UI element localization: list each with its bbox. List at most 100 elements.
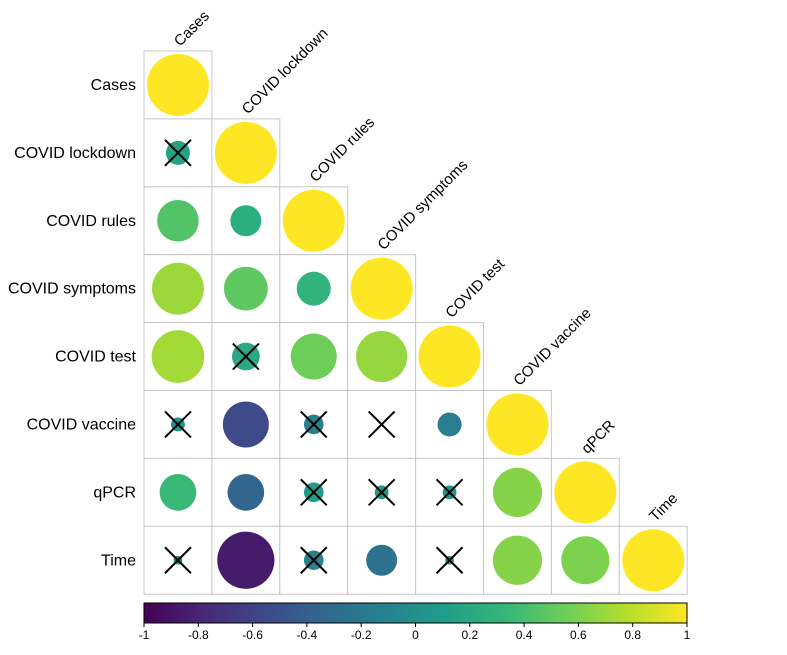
correlation-circle xyxy=(290,333,337,380)
colorbar-tick-label: 0 xyxy=(412,628,419,642)
cell-covid-rules-cases xyxy=(143,186,213,256)
cell-covid-test-covid-symptoms xyxy=(347,322,417,392)
row-label-cases: Cases xyxy=(91,77,136,94)
not-significant-cross-icon xyxy=(164,546,192,574)
cell-covid-test-covid-rules xyxy=(279,322,349,392)
colorbar-tick-label: -0.8 xyxy=(188,628,209,642)
correlation-circle xyxy=(418,325,481,388)
cell-qpcr-cases xyxy=(143,457,213,527)
correlation-circle xyxy=(350,257,413,320)
cell-covid-test-covid-test xyxy=(415,322,485,392)
colorbar-tick-label: -1 xyxy=(139,628,150,642)
cell-covid-symptoms-covid-symptoms xyxy=(347,254,417,324)
cell-covid-test-covid-lockdown xyxy=(211,322,281,392)
correlation-circle xyxy=(217,531,275,589)
not-significant-cross-icon xyxy=(300,410,328,439)
correlation-circle xyxy=(492,535,543,585)
correlation-circle xyxy=(222,401,269,448)
colorbar-tick-label: 0.4 xyxy=(516,628,533,642)
cell-time-time xyxy=(618,525,688,595)
colorbar: -1 -0.8 -0.6 -0.4 -0.2 0 0.2 0.4 0.6 0.8 1 xyxy=(139,602,691,642)
column-label-covid-lockdown: COVID lockdown xyxy=(239,25,332,118)
column-label-covid-symptoms: COVID symptoms xyxy=(374,157,471,254)
cell-covid-vaccine-covid-symptoms xyxy=(347,390,417,459)
column-label-covid-vaccine: COVID vaccine xyxy=(510,305,595,390)
cell-time-covid-symptoms xyxy=(347,525,417,595)
column-label-time: Time xyxy=(646,490,681,525)
correlation-circle xyxy=(622,529,685,592)
column-label-qpcr: qPCR xyxy=(578,417,618,457)
not-significant-cross-icon xyxy=(367,478,396,507)
cell-cases-cases xyxy=(143,50,213,120)
colorbar-tick-label: 0.8 xyxy=(624,628,641,642)
cell-covid-vaccine-covid-rules xyxy=(279,390,349,459)
not-significant-cross-icon xyxy=(164,410,192,439)
row-labels: Cases COVID lockdown COVID rules COVID symp… xyxy=(8,77,137,569)
colorbar-tick-label: 0.2 xyxy=(461,628,478,642)
not-significant-cross-icon xyxy=(435,478,464,507)
not-significant-cross-icon xyxy=(435,546,464,574)
cell-qpcr-covid-symptoms xyxy=(347,457,417,527)
cell-covid-symptoms-cases xyxy=(143,254,213,324)
cell-qpcr-covid-test xyxy=(415,457,485,527)
not-significant-cross-icon xyxy=(367,410,396,439)
cell-qpcr-qpcr xyxy=(550,457,620,527)
correlation-circle xyxy=(492,467,543,517)
column-label-covid-rules: COVID rules xyxy=(307,114,379,186)
row-label-covid-vaccine: COVID vaccine xyxy=(27,416,136,433)
colorbar-tick-label: -0.4 xyxy=(297,628,318,642)
cell-covid-lockdown-covid-lockdown xyxy=(211,118,281,188)
correlation-circle xyxy=(561,536,610,585)
colorbar-tick-label: 0.6 xyxy=(570,628,587,642)
cell-time-cases xyxy=(143,525,213,595)
not-significant-cross-icon xyxy=(300,546,328,574)
correlation-circle xyxy=(486,393,549,456)
cell-qpcr-covid-vaccine xyxy=(483,457,552,527)
cell-covid-lockdown-cases xyxy=(143,118,213,188)
cell-covid-rules-covid-rules xyxy=(279,186,349,256)
cell-covid-vaccine-covid-lockdown xyxy=(211,390,281,459)
cell-qpcr-covid-lockdown xyxy=(211,457,281,527)
correlation-circle xyxy=(282,189,345,252)
correlation-circle xyxy=(227,474,265,511)
cell-time-covid-vaccine xyxy=(483,525,552,595)
correlation-circle xyxy=(159,474,197,511)
cell-time-qpcr xyxy=(550,525,620,595)
cell-covid-vaccine-covid-vaccine xyxy=(483,390,552,459)
cell-covid-rules-covid-lockdown xyxy=(211,186,281,256)
cell-covid-vaccine-covid-test xyxy=(415,390,485,459)
cell-box xyxy=(279,457,349,527)
row-label-time: Time xyxy=(101,552,136,569)
correlation-circle xyxy=(230,205,262,237)
cell-covid-symptoms-covid-rules xyxy=(279,254,349,324)
correlation-circle xyxy=(554,461,617,524)
not-significant-cross-icon xyxy=(232,342,260,371)
correlation-circle xyxy=(296,271,331,306)
colorbar-tick-label: -0.2 xyxy=(351,628,372,642)
correlation-circle xyxy=(223,266,268,311)
correlation-circle xyxy=(437,412,462,437)
row-label-covid-rules: COVID rules xyxy=(46,213,136,230)
row-label-qpcr: qPCR xyxy=(93,484,136,501)
column-label-covid-test: COVID test xyxy=(442,255,508,321)
cell-time-covid-test xyxy=(415,525,485,595)
not-significant-cross-icon xyxy=(164,139,192,167)
column-label-cases: Cases xyxy=(171,8,213,50)
row-label-covid-test: COVID test xyxy=(55,349,136,366)
cell-covid-vaccine-cases xyxy=(143,390,213,459)
correlation-cells xyxy=(143,50,688,595)
correlation-circle xyxy=(366,544,398,576)
correlation-circle xyxy=(157,199,199,242)
cell-time-covid-lockdown xyxy=(211,525,281,595)
not-significant-cross-icon xyxy=(300,478,328,507)
correlation-circle xyxy=(152,262,204,315)
correlation-circle xyxy=(146,53,209,116)
correlation-circle xyxy=(214,121,277,184)
colorbar-gradient xyxy=(143,602,688,624)
cell-qpcr-covid-rules xyxy=(279,457,349,527)
cell-covid-test-cases xyxy=(143,322,213,392)
correlation-circle xyxy=(356,330,408,383)
cell-time-covid-rules xyxy=(279,525,349,595)
correlation-circle xyxy=(151,330,205,383)
